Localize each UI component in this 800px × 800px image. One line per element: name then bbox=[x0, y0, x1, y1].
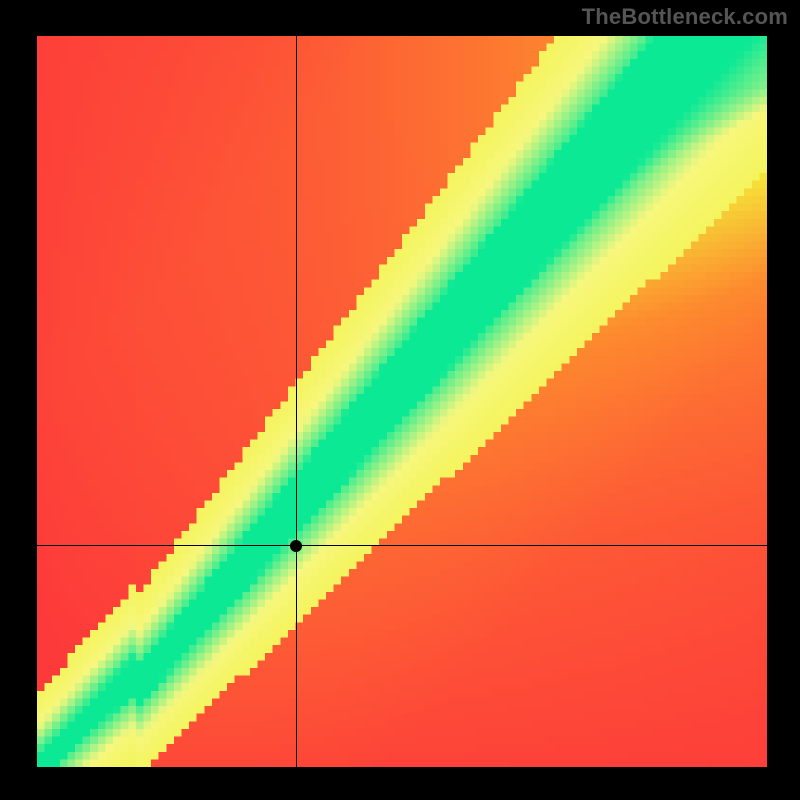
crosshair-horizontal bbox=[37, 545, 767, 546]
crosshair-vertical bbox=[296, 36, 297, 767]
heatmap-canvas bbox=[37, 36, 767, 767]
chart-container: TheBottleneck.com bbox=[0, 0, 800, 800]
plot-area bbox=[37, 36, 767, 767]
crosshair-marker bbox=[290, 540, 302, 552]
watermark-label: TheBottleneck.com bbox=[582, 4, 788, 30]
